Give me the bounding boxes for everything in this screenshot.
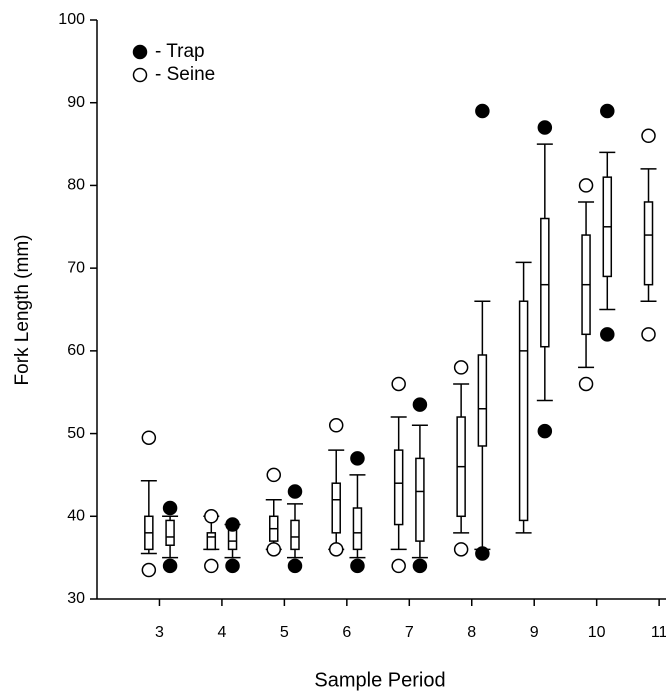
outlier (537, 120, 553, 135)
outlier (266, 467, 282, 483)
box (165, 519, 175, 546)
outlier (453, 360, 469, 375)
outlier (141, 562, 157, 578)
outlier (475, 103, 490, 119)
outlier (287, 484, 303, 499)
outlier (162, 500, 178, 516)
y-tick-label: 60 (67, 342, 85, 359)
box (518, 300, 529, 522)
outlier (287, 558, 303, 574)
y-tick-label: 50 (67, 425, 85, 442)
legend-marker (132, 67, 148, 83)
box (477, 354, 488, 447)
outlier (266, 542, 282, 557)
outlier (600, 103, 615, 119)
outlier (350, 451, 365, 466)
outlier (225, 517, 240, 532)
outlier (412, 558, 428, 574)
box (352, 507, 363, 551)
legend-label: - Seine (155, 64, 215, 85)
outlier (641, 128, 656, 144)
x-tick-label: 3 (155, 624, 164, 641)
legend-marker (132, 44, 148, 60)
y-tick-label: 40 (67, 508, 85, 525)
box (415, 457, 425, 542)
outlier (204, 509, 219, 524)
outlier (204, 558, 219, 574)
y-axis-label: Fork Length (mm) (12, 235, 33, 386)
box (290, 519, 300, 551)
y-tick-label: 70 (67, 259, 85, 276)
outlier (578, 178, 594, 193)
outlier (162, 558, 178, 574)
y-tick-label: 90 (67, 94, 85, 111)
outlier (328, 418, 344, 433)
x-tick-label: 8 (467, 624, 476, 641)
outlier (391, 558, 406, 574)
box (393, 449, 404, 526)
outlier (391, 376, 406, 392)
outlier (225, 558, 240, 574)
outlier (350, 558, 365, 574)
legend-label: - Trap (155, 41, 205, 62)
outlier (475, 546, 490, 561)
outlier (328, 542, 344, 557)
outlier (600, 327, 615, 342)
outlier (641, 327, 656, 342)
x-tick-label: 11 (651, 624, 666, 641)
box (206, 532, 217, 551)
outlier (453, 542, 469, 557)
box (540, 217, 550, 348)
outlier (578, 376, 594, 392)
box (643, 201, 654, 286)
x-tick-label: 9 (530, 624, 539, 641)
x-axis-label: Sample Period (314, 669, 445, 691)
x-tick-label: 7 (405, 624, 414, 641)
x-tick-label: 6 (342, 624, 351, 641)
outlier (412, 397, 428, 412)
x-tick-label: 5 (280, 624, 289, 641)
y-tick-label: 30 (67, 590, 85, 607)
x-tick-label: 10 (588, 624, 606, 641)
outlier (141, 430, 157, 445)
y-tick-label: 80 (67, 177, 85, 194)
box (331, 482, 341, 534)
x-tick-label: 4 (217, 624, 226, 641)
outlier (537, 423, 553, 439)
y-tick-label: 100 (58, 11, 85, 28)
